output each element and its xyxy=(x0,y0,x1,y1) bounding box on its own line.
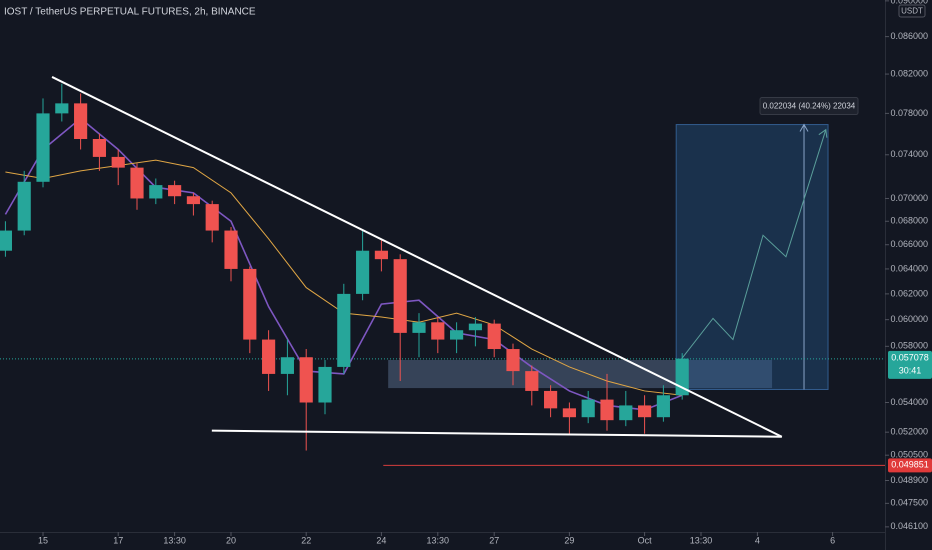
level-label: 0.049851 xyxy=(891,460,929,470)
candle-body xyxy=(74,103,88,139)
y-tick-label: 0.074000 xyxy=(890,149,928,159)
measure-label: 0.022034 (40.24%) 22034 xyxy=(763,102,856,111)
projected-path xyxy=(681,129,827,359)
measure-label-box xyxy=(759,97,859,116)
candle-body xyxy=(656,395,670,418)
x-tick-label: 13:30 xyxy=(427,535,450,545)
candle-body xyxy=(468,323,482,331)
x-tick-label: 13:30 xyxy=(163,535,186,545)
candle-body xyxy=(224,230,238,269)
candle-body xyxy=(619,405,633,421)
countdown-label: 30:41 xyxy=(899,365,922,375)
y-tick-label: 0.048900 xyxy=(890,475,928,485)
candle-body xyxy=(92,138,106,157)
trendline xyxy=(51,76,783,438)
candle-body xyxy=(168,185,182,197)
candle-body xyxy=(356,250,370,294)
y-tick-label: 0.086000 xyxy=(890,31,928,41)
currency-label: USDT xyxy=(901,7,923,16)
projection-box xyxy=(675,124,829,391)
x-tick-label: 6 xyxy=(830,535,835,545)
zone xyxy=(388,359,773,389)
x-tick-label: 15 xyxy=(38,535,48,545)
y-tick-label: 0.070000 xyxy=(890,193,928,203)
candle-body xyxy=(186,196,200,205)
candle-body xyxy=(431,322,445,340)
candle-body xyxy=(544,390,558,409)
y-tick-label: 0.062000 xyxy=(890,288,928,298)
x-tick-label: 13:30 xyxy=(690,535,713,545)
candle-body xyxy=(111,156,125,168)
current-price-label: 0.057078 xyxy=(891,352,929,362)
y-tick-label: 0.068000 xyxy=(890,216,928,226)
candle-body xyxy=(487,323,501,350)
candle-body xyxy=(525,371,539,391)
candle-body xyxy=(562,408,576,418)
candle-body xyxy=(243,268,257,340)
candle-body xyxy=(318,366,332,403)
candle-body xyxy=(337,293,351,367)
candle-body xyxy=(0,230,12,251)
candle-body xyxy=(299,357,313,403)
x-tick-label: 27 xyxy=(489,535,499,545)
y-tick-label: 0.090000 xyxy=(890,0,928,5)
x-tick-label: 20 xyxy=(226,535,236,545)
current-price-tag xyxy=(888,350,932,379)
arrow-head xyxy=(799,123,809,132)
candle-body xyxy=(205,204,219,231)
candle-body xyxy=(374,250,388,260)
x-tick-label: 4 xyxy=(755,535,760,545)
candle-body xyxy=(149,185,163,199)
x-tick-label: Oct xyxy=(638,535,653,545)
candle-body xyxy=(130,167,144,199)
candle-body xyxy=(393,259,407,333)
y-tick-label: 0.047500 xyxy=(890,498,928,508)
x-tick-label: 22 xyxy=(301,535,311,545)
y-tick-label: 0.058000 xyxy=(890,341,928,351)
candle-body xyxy=(600,399,614,421)
candle-body xyxy=(280,357,294,374)
y-tick-label: 0.082000 xyxy=(890,68,928,78)
y-tick-label: 0.052000 xyxy=(890,427,928,437)
y-tick-label: 0.046100 xyxy=(890,521,928,531)
y-tick-label: 0.054000 xyxy=(890,397,928,407)
x-tick-label: 24 xyxy=(376,535,386,545)
chart-title: IOST / TetherUS PERPETUAL FUTURES, 2h, B… xyxy=(4,7,256,18)
level-tag xyxy=(888,458,932,473)
candle-body xyxy=(17,181,31,231)
candle-body xyxy=(581,399,595,418)
trendline xyxy=(211,429,782,438)
y-tick-label: 0.066000 xyxy=(890,239,928,249)
x-tick-label: 17 xyxy=(113,535,123,545)
y-tick-label: 0.078000 xyxy=(890,108,928,118)
y-tick-label: 0.060000 xyxy=(890,314,928,324)
candle-body xyxy=(412,322,426,333)
candle-body xyxy=(450,330,464,340)
y-tick-label: 0.050500 xyxy=(890,450,928,460)
candle-body xyxy=(638,405,652,418)
candle-body xyxy=(262,339,276,374)
candle-body xyxy=(55,103,69,114)
projected-arrow-head xyxy=(818,128,828,138)
x-tick-label: 29 xyxy=(564,535,574,545)
currency-box xyxy=(898,4,926,18)
candle-body xyxy=(506,349,520,372)
y-tick-label: 0.064000 xyxy=(890,263,928,273)
candle-body xyxy=(36,113,50,182)
